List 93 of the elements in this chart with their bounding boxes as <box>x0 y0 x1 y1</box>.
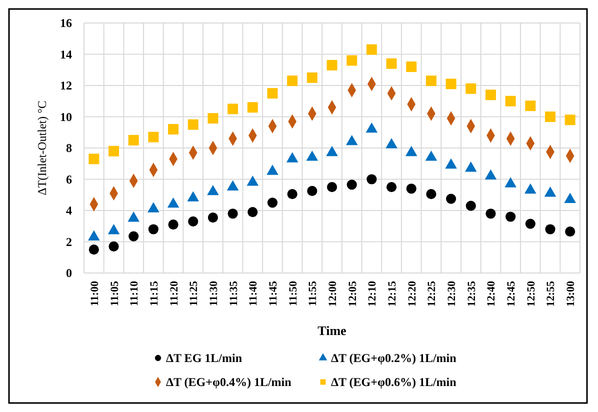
x-tick-label: 12:35 <box>466 280 478 307</box>
point <box>525 218 536 229</box>
point <box>128 134 139 146</box>
point <box>306 72 318 83</box>
x-tick-label: 12:45 <box>506 280 518 307</box>
x-tick-label: 11:55 <box>307 280 320 306</box>
point <box>307 186 318 196</box>
point <box>148 132 159 142</box>
x-tick-label: 11:45 <box>267 280 280 306</box>
point <box>287 76 298 86</box>
point <box>108 146 120 156</box>
legend-label: ΔT (EG+φ0.6%) 1L/min <box>331 375 457 390</box>
point <box>346 55 358 66</box>
x-tick-label: 12:50 <box>525 280 538 307</box>
x-tick-label: 13:00 <box>565 280 578 307</box>
x-tick-label: 12:25 <box>426 280 438 307</box>
point <box>287 189 298 200</box>
point <box>108 224 120 234</box>
y-tick-label: 16 <box>60 16 72 30</box>
point <box>228 104 238 114</box>
x-tick-label: 11:10 <box>128 280 141 306</box>
point <box>366 44 377 55</box>
point <box>128 231 139 242</box>
x-tick-label: 11:15 <box>148 280 160 306</box>
x-tick-label: 11:40 <box>248 280 260 306</box>
legend-label: ΔT (EG+φ0.4%) 1L/min <box>166 375 292 390</box>
point <box>544 112 556 122</box>
point <box>386 58 397 69</box>
point <box>426 189 436 200</box>
x-tick-label: 12:55 <box>545 280 558 307</box>
y-tick-label: 0 <box>66 266 72 280</box>
point <box>208 113 218 124</box>
legend-label: ΔT EG 1L/min <box>166 351 242 366</box>
x-tick-label: 12:15 <box>386 280 399 307</box>
y-tick-label: 6 <box>66 172 72 186</box>
point <box>505 96 516 106</box>
point <box>326 182 338 192</box>
x-tick-label: 12:10 <box>366 280 379 307</box>
x-tick-label: 12:40 <box>486 280 498 307</box>
x-tick-label: 11:20 <box>168 280 180 306</box>
point <box>564 114 576 126</box>
point <box>346 180 357 190</box>
y-tick-label: 12 <box>60 78 72 93</box>
y-tick-label: 14 <box>60 47 72 62</box>
point <box>446 78 456 90</box>
point <box>188 216 198 226</box>
x-tick-label: 11:30 <box>208 280 220 306</box>
x-tick-label: 11:05 <box>108 280 121 306</box>
x-axis-title: Time <box>318 323 347 338</box>
point <box>545 224 556 234</box>
x-tick-label: 11:25 <box>188 280 200 306</box>
point <box>506 212 516 222</box>
legend-label: ΔT (EG+φ0.2%) 1L/min <box>331 351 457 366</box>
point <box>248 207 258 218</box>
point <box>208 212 218 223</box>
point <box>108 241 119 252</box>
point <box>267 88 278 99</box>
point <box>168 124 179 134</box>
x-tick-label: 11:00 <box>88 280 101 306</box>
point <box>128 212 140 222</box>
point <box>326 60 338 70</box>
point <box>466 200 476 211</box>
point <box>446 194 456 204</box>
y-tick-label: 10 <box>60 110 72 124</box>
y-tick-label: 2 <box>66 234 72 249</box>
x-tick-label: 12:20 <box>406 280 418 307</box>
point <box>168 220 178 230</box>
point <box>544 186 556 197</box>
point <box>406 184 416 194</box>
y-tick-label: 8 <box>66 141 72 156</box>
point <box>406 62 417 72</box>
x-tick-label: 11:35 <box>228 280 240 306</box>
point <box>247 102 258 113</box>
point <box>366 174 377 184</box>
point <box>267 198 278 208</box>
point <box>565 226 576 237</box>
point <box>88 154 100 164</box>
point <box>228 208 238 219</box>
x-tick-label: 12:00 <box>327 280 339 307</box>
x-tick-label: 12:30 <box>446 280 458 307</box>
point <box>525 100 536 112</box>
point <box>466 83 476 94</box>
point <box>485 90 496 100</box>
x-tick-label: 12:05 <box>346 280 359 307</box>
x-tick-label: 11:50 <box>287 280 300 306</box>
y-tick-label: 4 <box>66 204 72 218</box>
point <box>386 182 397 192</box>
y-axis-title: ΔT(Inlet-Outlet) °C <box>35 100 49 196</box>
point <box>426 76 436 86</box>
point <box>486 208 496 219</box>
point <box>88 244 99 255</box>
point <box>148 224 158 234</box>
point <box>188 119 198 130</box>
